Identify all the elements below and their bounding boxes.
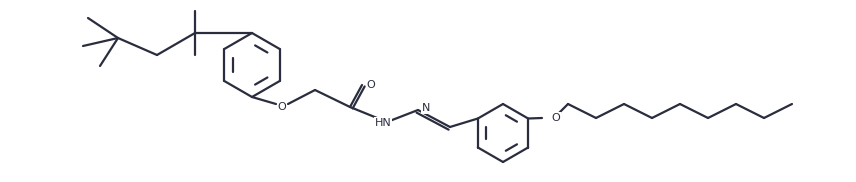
Text: O: O — [366, 80, 376, 90]
Text: N: N — [422, 103, 431, 113]
Text: HN: HN — [375, 118, 391, 128]
Text: O: O — [277, 102, 287, 112]
Text: O: O — [551, 113, 561, 123]
